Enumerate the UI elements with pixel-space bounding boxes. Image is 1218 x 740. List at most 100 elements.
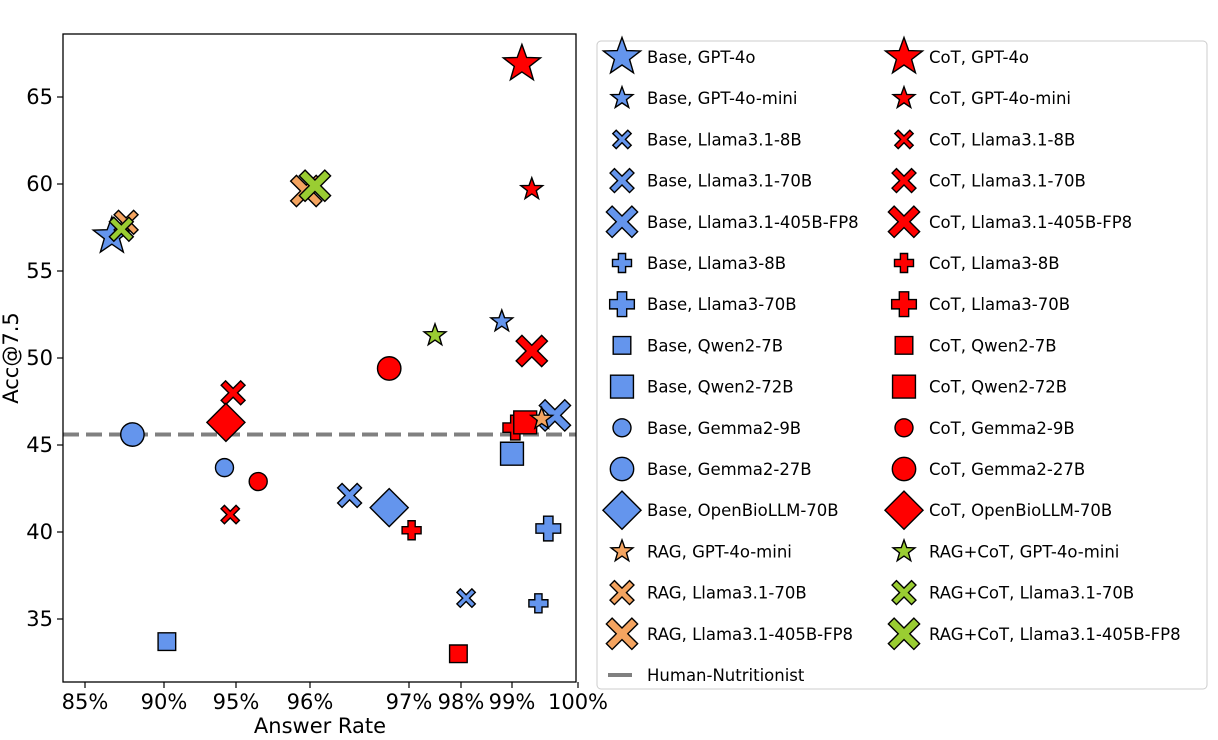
axes: 85% 90% 95% 96% 97% 98% 99% 100% 35 40 45 50 55 60 65 A… [0,33,608,738]
plot-area [63,42,576,664]
legend-label-rag-llama3-1-405b-fp8: RAG, Llama3.1-405B-FP8 [647,625,853,644]
point-base-llama3-1-70b [336,482,363,509]
point-cot-gpt-4o-mini [518,175,545,201]
point-base-gemma2-27b [119,422,145,447]
point-rag-cot-llama3-1-405b-fp8 [298,169,332,203]
x-tick-label: 95% [213,690,260,714]
legend-label-cot-gemma2-27b: CoT, Gemma2-27B [929,460,1085,479]
y-tick-label: 60 [26,172,53,196]
x-tick-label: 98% [438,690,485,714]
y-tick-label: 45 [26,433,53,457]
legend-label-base-gpt-4o-mini: Base, GPT-4o-mini [647,89,797,108]
legend-label-base-qwen2-7b: Base, Qwen2-7B [647,336,783,355]
legend-marker-base-gemma2-9b [612,418,632,438]
legend-marker-rag-llama3-1-70b [609,579,635,606]
legend-marker-rag-cot-llama3-1-70b [891,579,917,606]
legend-label-rag-cot-llama3-1-405b-fp8: RAG+CoT, Llama3.1-405B-FP8 [929,625,1181,644]
x-tick-label: 96% [287,690,334,714]
legend-label-cot-gemma2-9b: CoT, Gemma2-9B [929,419,1075,438]
legend-label-base-openbiollm-70b: Base, OpenBioLLM-70B [647,501,839,520]
legend-marker-base-llama3-70b [608,291,636,318]
x-tick-label: 100% [548,690,608,714]
x-tick-label: 99% [489,690,536,714]
point-cot-openbiollm-70b [205,402,246,443]
legend-marker-cot-gemma2-27b [891,456,917,482]
point-base-openbiollm-70b [369,487,410,528]
legend-marker-cot-openbiollm-70b [883,490,925,531]
legend-label-base-llama3-1-8b: Base, Llama3.1-8B [647,130,802,149]
legend-label-rag-gpt-4o-mini: RAG, GPT-4o-mini [647,542,792,561]
legend-marker-base-llama3-1-8b [611,129,633,150]
legend-marker-base-gemma2-27b [609,456,635,482]
legend-marker-cot-llama3-1-8b [893,129,915,150]
legend-label-rag-cot-llama3-1-70b: RAG+CoT, Llama3.1-70B [929,584,1134,603]
y-tick-label: 65 [26,85,53,109]
legend-label-rag-cot-gpt-4o-mini: RAG+CoT, GPT-4o-mini [929,542,1119,561]
legend-label-human-nutritionist: Human-Nutritionist [647,666,805,685]
y-axis-title: Acc@7.5 [0,312,23,404]
x-tick-label: 97% [386,690,433,714]
legend-label-cot-llama3-8b: CoT, Llama3-8B [929,254,1060,273]
point-rag-gpt-4o-mini [528,405,555,430]
legend-marker-base-openbiollm-70b [601,490,643,531]
legend-label-cot-qwen2-72b: CoT, Qwen2-72B [929,378,1067,397]
legend-marker-rag-cot-gpt-4o-mini [891,537,917,563]
point-base-gemma2-9b [214,457,235,478]
legend-marker-base-llama3-8b [611,252,633,274]
legend-marker-cot-gemma2-9b [894,418,914,438]
legend-marker-base-gpt-4o-mini [609,84,635,110]
point-cot-llama3-1-405b-fp8 [515,334,549,368]
legend-label-cot-gpt-4o-mini: CoT, GPT-4o-mini [929,89,1071,108]
legend-label-base-llama3-1-405b-fp8: Base, Llama3.1-405B-FP8 [647,213,859,232]
legend-label-base-llama3-70b: Base, Llama3-70B [647,295,797,314]
y-tick-label: 50 [26,346,53,370]
legend-marker-rag-gpt-4o-mini [609,537,635,563]
legend-marker-cot-gpt-4o-mini [891,84,917,110]
legend-label-base-llama3-1-70b: Base, Llama3.1-70B [647,172,812,191]
legend-marker-base-qwen2-7b [612,335,632,355]
point-base-gpt-4o-mini [488,307,515,333]
legend-label-base-llama3-8b: Base, Llama3-8B [647,254,786,273]
point-cot-gpt-4o [501,42,543,82]
legend-label-rag-llama3-1-70b: RAG, Llama3.1-70B [647,584,807,603]
point-rag-cot-gpt-4o-mini [422,321,448,347]
point-base-llama3-1-8b [455,587,477,609]
x-tick-label: 90% [141,690,188,714]
y-tick-label: 35 [26,607,53,631]
point-base-llama3-70b [535,515,562,542]
legend-label-cot-llama3-1-405b-fp8: CoT, Llama3.1-405B-FP8 [929,213,1132,232]
point-cot-llama3-1-8b [220,504,241,525]
legend-label-base-gpt-4o: Base, GPT-4o [647,48,756,67]
legend-marker-base-llama3-1-405b-fp8 [605,205,639,239]
point-base-llama3-8b [528,593,549,614]
legend-label-cot-openbiollm-70b: CoT, OpenBioLLM-70B [929,501,1112,520]
legend-marker-cot-llama3-70b [890,291,918,318]
legend-label-cot-llama3-1-8b: CoT, Llama3.1-8B [929,130,1075,149]
legend-label-base-gemma2-27b: Base, Gemma2-27B [647,460,812,479]
legend-marker-cot-llama3-1-405b-fp8 [887,205,921,239]
x-axis-title: Answer Rate [254,714,386,738]
point-cot-qwen2-72b [513,410,538,435]
legend-label-base-gemma2-9b: Base, Gemma2-9B [647,419,801,438]
legend-marker-base-llama3-1-70b [609,167,635,194]
legend-marker-cot-llama3-8b [893,252,915,274]
x-tick-label: 85% [62,690,109,714]
point-cot-gemma2-9b [248,471,268,492]
legend-label-base-qwen2-72b: Base, Qwen2-72B [647,378,794,397]
point-cot-gemma2-27b [376,356,402,381]
legend-label-cot-gpt-4o: CoT, GPT-4o [929,48,1029,67]
legend-label-cot-llama3-1-70b: CoT, Llama3.1-70B [929,172,1086,191]
point-cot-llama3-8b [401,520,422,541]
legend-marker-cot-qwen2-72b [891,374,917,399]
legend-marker-base-qwen2-72b [609,374,635,399]
legend-marker-rag-cot-llama3-1-405b-fp8 [887,617,921,651]
point-cot-llama3-1-70b [220,379,247,406]
point-cot-qwen2-7b [448,644,468,664]
point-rag-cot-llama3-1-70b [108,216,135,243]
y-tick-label: 55 [26,259,53,283]
legend-marker-cot-gpt-4o [883,35,925,75]
legend-marker-cot-llama3-1-70b [891,167,917,194]
legend-marker-cot-qwen2-7b [894,335,914,355]
legend-marker-base-gpt-4o [601,35,643,75]
